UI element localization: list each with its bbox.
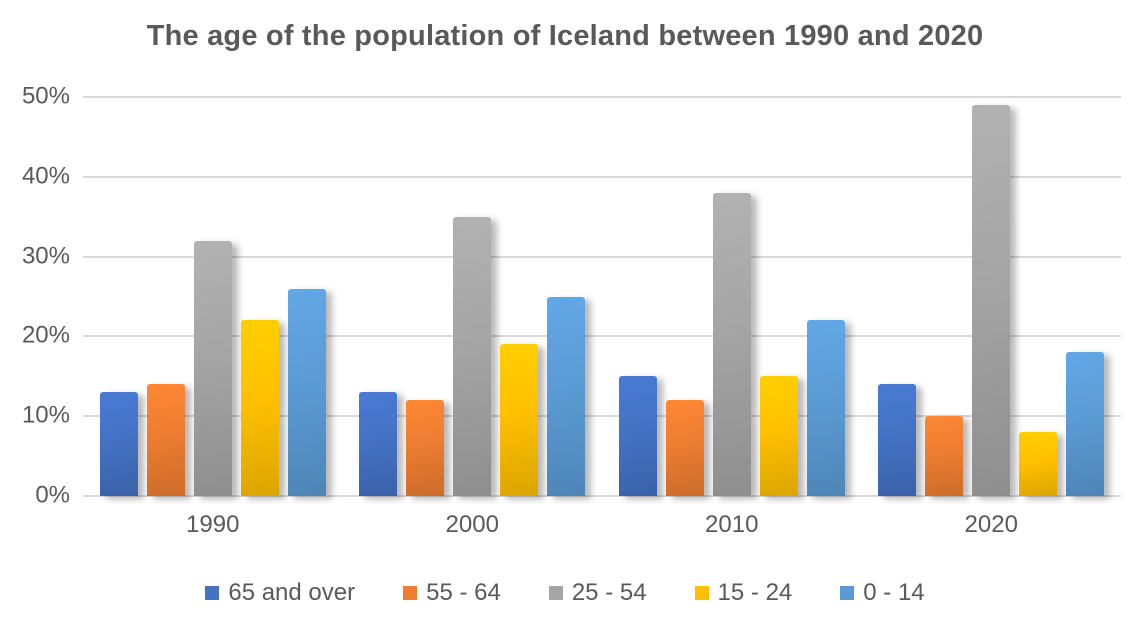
bar-0-14-2010	[806, 320, 845, 496]
x-axis-label-2000: 2000	[445, 511, 499, 538]
gridline	[83, 96, 1121, 98]
bar-65-and-over-1990	[99, 392, 138, 496]
gridline	[83, 335, 1121, 338]
bar-15-24-2000	[500, 344, 539, 496]
gridlines	[83, 96, 1121, 497]
bar-55-64-2020	[925, 416, 964, 496]
bar-15-24-2020	[1019, 432, 1058, 496]
legend: 65 and over 55 - 64 25 - 54 15 - 24 0 - 14	[0, 579, 1130, 607]
bar-group-1990	[83, 97, 343, 496]
legend-color-swatch-icon	[205, 586, 220, 600]
bar-group-2020	[862, 97, 1122, 496]
legend-item-55-64: 55 - 64	[403, 579, 501, 607]
bar-25-54-1990	[193, 240, 232, 496]
legend-color-swatch-icon	[548, 586, 563, 600]
bar-65-and-over-2000	[359, 392, 398, 496]
bar-15-24-1990	[240, 320, 279, 496]
bar-25-54-2020	[972, 104, 1011, 496]
bar-25-54-2010	[712, 192, 751, 496]
legend-color-swatch-icon	[694, 586, 709, 600]
gridline	[83, 415, 1121, 418]
bar-55-64-2010	[665, 400, 704, 496]
x-axis: 1990 2000 2010 2020	[83, 511, 1121, 539]
gridline	[83, 255, 1121, 258]
y-axis-tick-label: 30%	[21, 242, 70, 270]
x-axis-line	[83, 495, 1121, 497]
bar-55-64-1990	[146, 384, 185, 496]
gridline	[83, 175, 1121, 178]
legend-item-25-54: 25 - 54	[548, 579, 647, 607]
bar-65-and-over-2010	[618, 376, 657, 496]
bar-65-and-over-2020	[878, 384, 917, 496]
bar-55-64-2000	[406, 400, 445, 496]
x-axis-label-1990: 1990	[186, 511, 240, 538]
bar-0-14-2000	[547, 296, 586, 496]
y-axis-tick-label: 40%	[21, 162, 70, 190]
y-axis-tick-label: 0%	[35, 481, 70, 509]
x-axis-label-2020: 2020	[964, 511, 1018, 538]
y-axis-tick-label: 50%	[21, 82, 70, 110]
bar-15-24-2010	[759, 376, 798, 496]
bar-25-54-2000	[453, 216, 492, 496]
bar-groups	[83, 97, 1121, 496]
chart-title: The age of the population of Iceland bet…	[146, 20, 984, 52]
bar-group-2000	[343, 97, 603, 496]
legend-color-swatch-icon	[840, 586, 855, 600]
legend-label: 15 - 24	[717, 579, 793, 606]
legend-color-swatch-icon	[403, 586, 418, 600]
legend-item-65-and-over: 65 and over	[205, 579, 355, 607]
legend-label: 65 and over	[228, 579, 356, 606]
x-axis-label-2010: 2010	[705, 511, 759, 538]
plot-area	[83, 96, 1121, 497]
legend-label: 55 - 64	[426, 579, 501, 606]
bar-group-2010	[602, 97, 862, 496]
legend-label: 0 - 14	[863, 579, 925, 606]
legend-item-0-14: 0 - 14	[840, 579, 925, 607]
y-axis: 0% 10% 20% 30% 40% 50%	[0, 82, 70, 508]
bar-0-14-2020	[1066, 352, 1105, 496]
bar-0-14-1990	[287, 288, 326, 496]
legend-label: 25 - 54	[571, 579, 647, 606]
y-axis-tick-label: 10%	[21, 401, 70, 429]
legend-item-15-24: 15 - 24	[694, 579, 793, 607]
y-axis-tick-label: 20%	[21, 321, 70, 349]
